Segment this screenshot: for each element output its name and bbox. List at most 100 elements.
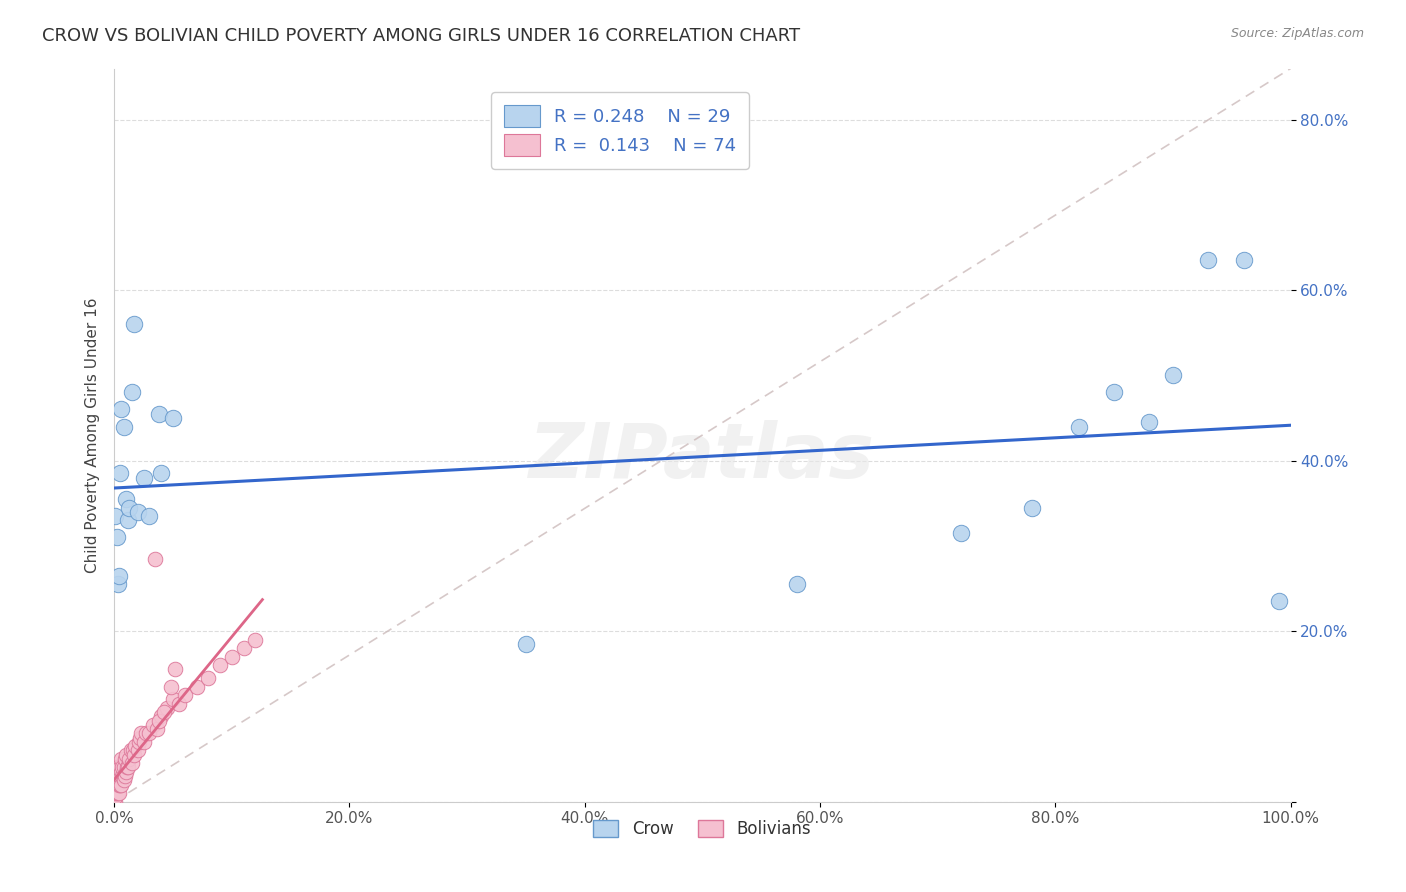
Point (152, 705, 174, 719)
Point (115, 764, 138, 779)
Point (108, 769, 131, 783)
Point (104, 509, 127, 524)
Point (148, 714, 170, 728)
Point (129, 726, 152, 740)
Point (117, 760, 139, 774)
Text: CROW VS BOLIVIAN CHILD POVERTY AMONG GIRLS UNDER 16 CORRELATION CHART: CROW VS BOLIVIAN CHILD POVERTY AMONG GIR… (42, 27, 800, 45)
Point (114, 752, 136, 766)
Point (108, 778, 131, 792)
Point (112, 773, 135, 788)
Point (132, 471, 155, 485)
Point (122, 317, 145, 331)
Point (105, 769, 128, 783)
Point (786, 577, 808, 591)
Point (132, 735, 155, 749)
Point (245, 632, 267, 647)
Point (108, 568, 131, 582)
Point (104, 795, 127, 809)
Point (110, 764, 132, 779)
Point (107, 769, 129, 783)
Point (1232, 253, 1254, 268)
Point (104, 773, 127, 788)
Point (145, 722, 167, 736)
Point (107, 786, 129, 800)
Point (121, 756, 143, 771)
Point (122, 743, 145, 757)
Point (112, 760, 135, 774)
Point (104, 781, 127, 796)
Point (105, 530, 128, 544)
Point (186, 680, 208, 694)
Point (105, 778, 128, 792)
Point (209, 658, 232, 673)
Point (103, 781, 125, 796)
Point (105, 786, 128, 800)
Point (1161, 368, 1184, 383)
Point (162, 411, 184, 425)
Point (111, 760, 134, 774)
Point (103, 778, 125, 792)
Point (129, 731, 152, 745)
Point (103, 773, 125, 788)
Point (145, 551, 167, 566)
Point (103, 786, 125, 800)
Point (108, 760, 131, 774)
Point (103, 764, 125, 779)
Point (120, 743, 142, 757)
Point (103, 790, 125, 805)
Point (105, 760, 128, 774)
Point (150, 709, 173, 723)
Point (121, 385, 143, 400)
Point (162, 692, 184, 706)
Point (108, 786, 131, 800)
Point (127, 505, 149, 519)
Text: Source: ZipAtlas.com: Source: ZipAtlas.com (1230, 27, 1364, 40)
Point (108, 467, 131, 481)
Point (107, 778, 129, 792)
Point (138, 509, 160, 524)
Point (118, 500, 141, 515)
Point (124, 739, 146, 754)
Point (150, 467, 173, 481)
Point (1021, 500, 1043, 515)
Point (104, 786, 127, 800)
Point (165, 663, 187, 677)
Point (115, 747, 138, 762)
Point (148, 407, 170, 421)
Point (142, 718, 165, 732)
Point (1139, 415, 1161, 429)
Point (167, 697, 190, 711)
Point (107, 577, 129, 591)
Text: ZIPatlas: ZIPatlas (530, 420, 876, 494)
Point (122, 747, 145, 762)
Point (1268, 594, 1291, 608)
Point (104, 778, 127, 792)
Point (108, 778, 131, 792)
Point (127, 743, 149, 757)
Point (108, 769, 131, 783)
Point (110, 752, 132, 766)
Point (159, 680, 181, 694)
Point (103, 795, 125, 809)
Point (110, 778, 132, 792)
Point (112, 419, 135, 434)
Point (104, 790, 127, 805)
Legend: Crow, Bolivians: Crow, Bolivians (586, 813, 818, 845)
Point (114, 769, 136, 783)
Point (173, 688, 195, 702)
Point (156, 701, 179, 715)
Y-axis label: Child Poverty Among Girls Under 16: Child Poverty Among Girls Under 16 (86, 297, 100, 573)
Point (107, 760, 129, 774)
Point (232, 641, 254, 656)
Point (221, 649, 243, 664)
Point (1102, 385, 1125, 400)
Point (138, 726, 160, 740)
Point (128, 735, 150, 749)
Point (515, 637, 537, 651)
Point (103, 760, 125, 774)
Point (118, 752, 141, 766)
Point (115, 491, 138, 506)
Point (197, 671, 219, 685)
Point (110, 402, 132, 417)
Point (1197, 253, 1219, 268)
